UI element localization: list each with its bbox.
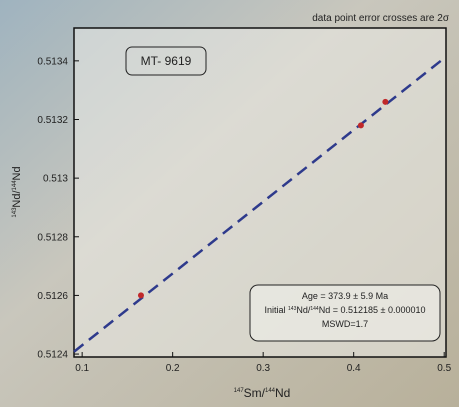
note: data point error crosses are 2σ [312, 13, 450, 24]
y-tick-label: 0.5126 [37, 291, 68, 302]
x-tick-label: 0.4 [347, 363, 361, 374]
x-tick-label: 0.5 [437, 363, 451, 374]
y-tick-label: 0.5124 [37, 350, 68, 361]
sup: 144 [310, 306, 319, 312]
y-tick-label: 0.5132 [37, 115, 68, 126]
label-part: Sm/ [244, 386, 266, 400]
x-tick-label: 0.1 [75, 363, 89, 374]
chart: data point error crosses are 2σ MT- 9619… [0, 0, 459, 407]
x-tick-label: 0.2 [166, 363, 180, 374]
label-part: Nd/ [296, 305, 311, 315]
label-part: Nd/ [11, 190, 23, 208]
y-tick-label: 0.5134 [37, 56, 68, 67]
data-point [358, 122, 364, 128]
x-tick-label: 0.3 [256, 363, 270, 374]
annotation-mswd: MSWD=1.7 [322, 319, 368, 329]
label-part: Nd = 0.512185 ± 0.000010 [319, 305, 426, 315]
sup: 143 [288, 306, 297, 312]
label-part: Nd [11, 166, 23, 180]
data-point [382, 99, 388, 105]
label-part: Nd [275, 386, 290, 400]
data-point [138, 292, 144, 298]
y-tick-label: 0.5128 [37, 232, 68, 243]
label-part: Initial [265, 305, 289, 315]
sample-label: MT- 9619 [141, 54, 192, 68]
y-tick-label: 0.513 [43, 174, 68, 185]
annotation-age: Age = 373.9 ± 5.9 Ma [302, 291, 388, 301]
